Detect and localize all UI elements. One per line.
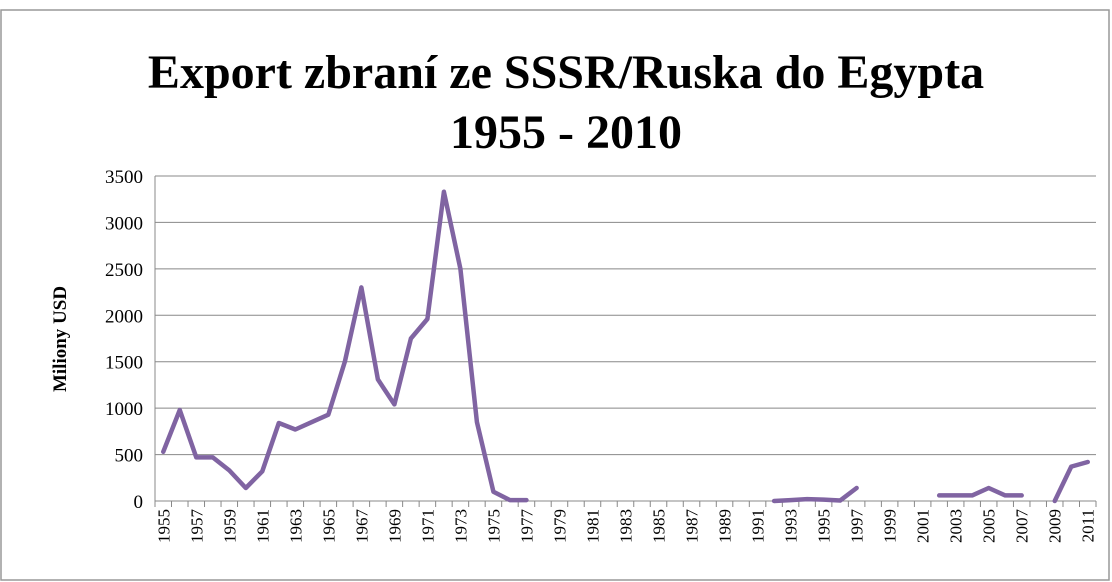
y-tick-label: 1000 bbox=[105, 399, 143, 420]
x-tick-label: 2003 bbox=[947, 509, 966, 543]
x-tick-label: 1965 bbox=[319, 509, 338, 543]
y-tick-label: 2500 bbox=[105, 260, 143, 281]
x-tick-label: 1987 bbox=[683, 509, 702, 544]
x-tick-label: 1995 bbox=[815, 509, 834, 543]
x-tick-label: 1973 bbox=[451, 509, 470, 543]
chart-title: Export zbraní ze SSSR/Ruska do Egypta bbox=[148, 46, 984, 99]
y-tick-label: 3500 bbox=[105, 167, 143, 188]
y-axis-label: Miliony USD bbox=[50, 286, 71, 392]
y-tick-label: 500 bbox=[115, 446, 144, 467]
x-tick-label: 1959 bbox=[220, 509, 239, 543]
y-tick-label: 0 bbox=[134, 492, 144, 513]
x-tick-label: 2005 bbox=[980, 509, 999, 543]
x-tick-label: 1985 bbox=[650, 509, 669, 543]
x-tick-label: 2007 bbox=[1013, 509, 1032, 544]
x-tick-label: 2001 bbox=[914, 509, 933, 543]
x-tick-label: 1971 bbox=[418, 509, 437, 543]
x-tick-label: 1989 bbox=[716, 509, 735, 543]
x-tick-label: 1983 bbox=[617, 509, 636, 543]
x-tick-label: 1991 bbox=[749, 509, 768, 543]
chart-frame bbox=[0, 9, 1110, 581]
x-tick-label: 1957 bbox=[187, 509, 206, 544]
x-tick-label: 1981 bbox=[583, 509, 602, 543]
x-tick-label: 1963 bbox=[286, 509, 305, 543]
x-tick-label: 1967 bbox=[352, 509, 371, 544]
x-tick-label: 1997 bbox=[848, 509, 867, 544]
x-tick-label: 2011 bbox=[1079, 509, 1098, 542]
chart-title: 1955 - 2010 bbox=[450, 106, 682, 159]
x-tick-label: 1969 bbox=[385, 509, 404, 543]
x-tick-label: 1955 bbox=[154, 509, 173, 543]
y-tick-label: 1500 bbox=[105, 353, 143, 374]
x-tick-label: 1975 bbox=[484, 509, 503, 543]
y-tick-label: 3000 bbox=[105, 213, 143, 234]
x-tick-label: 1993 bbox=[782, 509, 801, 543]
x-tick-label: 1977 bbox=[517, 509, 536, 544]
y-tick-label: 2000 bbox=[105, 306, 143, 327]
x-tick-label: 1979 bbox=[550, 509, 569, 543]
x-tick-label: 2009 bbox=[1046, 509, 1065, 543]
data-line bbox=[161, 189, 1090, 504]
x-tick-label: 1961 bbox=[253, 509, 272, 543]
x-tick-label: 1999 bbox=[881, 509, 900, 543]
